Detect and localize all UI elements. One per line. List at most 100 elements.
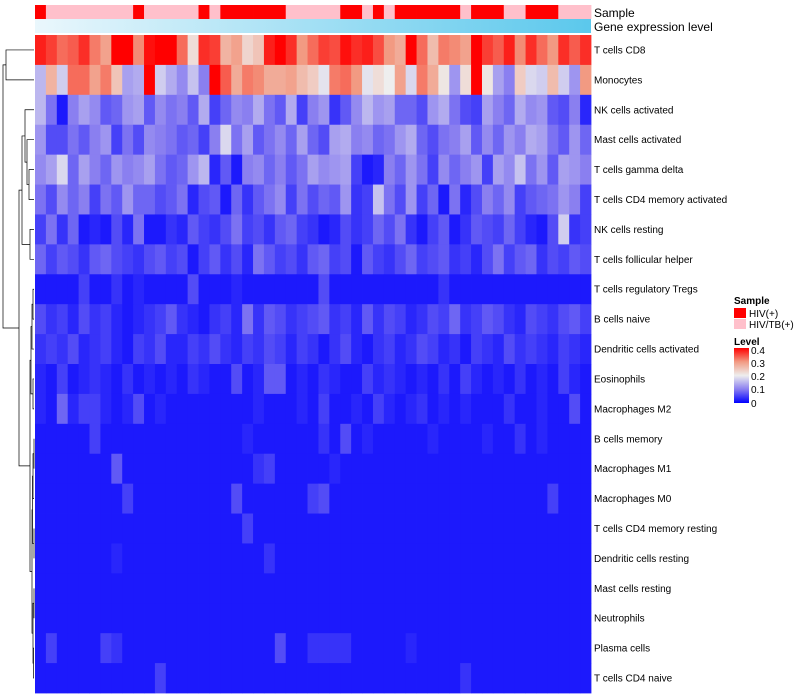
- heatmap-cell: [307, 543, 319, 574]
- heatmap-cell: [514, 244, 526, 275]
- heatmap-cell: [111, 94, 123, 126]
- heatmap-cell: [89, 663, 101, 694]
- row-label: T cells regulatory Tregs: [594, 285, 698, 296]
- row-label: T cells follicular helper: [594, 255, 693, 266]
- heatmap-cell: [296, 543, 308, 574]
- heatmap-cell: [492, 94, 505, 126]
- heatmap-cell: [471, 274, 483, 305]
- heatmap-cell: [263, 214, 276, 245]
- heatmap-cell: [45, 393, 58, 425]
- heatmap-cell: [514, 543, 526, 574]
- heatmap-cell: [133, 573, 145, 604]
- heatmap-cell: [536, 633, 548, 664]
- heatmap-cell: [89, 214, 101, 245]
- heatmap-cell: [481, 304, 494, 335]
- heatmap-cell: [274, 513, 287, 544]
- heatmap-cell: [503, 483, 516, 514]
- heatmap-cell: [405, 423, 417, 455]
- sample-annotation-cell: [154, 5, 167, 19]
- heatmap-cell: [318, 573, 330, 604]
- heatmap-cell: [492, 393, 505, 425]
- heatmap-cell: [536, 154, 548, 185]
- heatmap-cell: [569, 663, 581, 694]
- heatmap-cell: [416, 214, 428, 245]
- heatmap-cell: [492, 663, 505, 694]
- heatmap-cell: [133, 244, 145, 275]
- heatmap-cell: [449, 64, 461, 96]
- heatmap-cell: [187, 543, 199, 574]
- heatmap-cell: [100, 64, 112, 96]
- heatmap-cell: [165, 543, 178, 574]
- gene-expression-annotation-label: Gene expression level: [594, 20, 713, 34]
- heatmap-cell: [580, 35, 592, 66]
- sample-annotation-cell: [144, 5, 156, 19]
- heatmap-cell: [263, 423, 276, 455]
- heatmap-cell: [56, 244, 69, 275]
- heatmap-cell: [209, 543, 221, 574]
- heatmap-cell: [362, 124, 374, 156]
- heatmap-cell: [285, 35, 298, 66]
- legend-label-hiv-tb: HIV/TB(+): [749, 320, 794, 331]
- dendrogram-branch: [5, 49, 34, 81]
- heatmap-cell: [340, 214, 352, 245]
- heatmap-cell: [547, 453, 559, 485]
- heatmap-cell: [503, 334, 516, 365]
- heatmap-cell: [285, 334, 298, 365]
- heatmap-cell: [569, 453, 581, 485]
- heatmap-cell: [405, 453, 417, 485]
- heatmap-cell: [503, 124, 516, 156]
- heatmap-cell: [100, 184, 112, 215]
- heatmap-cell: [242, 214, 254, 245]
- heatmap-cell: [285, 244, 298, 275]
- heatmap-cell: [209, 663, 221, 694]
- heatmap-cell: [231, 633, 243, 664]
- heatmap-cell: [372, 513, 385, 544]
- heatmap-cell: [329, 124, 341, 156]
- heatmap-cell: [165, 274, 178, 305]
- heatmap-cell: [318, 423, 330, 455]
- heatmap-cell: [405, 184, 417, 215]
- heatmap-cell: [285, 274, 298, 305]
- row-label: T cells CD8: [594, 45, 646, 56]
- heatmap-cell: [274, 64, 287, 96]
- heatmap-cell: [351, 483, 363, 514]
- heatmap-cell: [89, 334, 101, 365]
- heatmap-cell: [394, 663, 407, 694]
- dendrogram-branch: [24, 109, 34, 163]
- heatmap-cell: [285, 154, 298, 185]
- heatmap-cell: [231, 543, 243, 574]
- heatmap-cell: [263, 124, 276, 156]
- heatmap-cell: [35, 513, 47, 544]
- gene-expression-annotation-bar: [35, 19, 591, 33]
- heatmap-cell: [405, 573, 417, 604]
- heatmap-cell: [165, 573, 178, 604]
- heatmap-cell: [394, 94, 407, 126]
- dendrogram-branch: [2, 64, 19, 329]
- heatmap-cell: [100, 35, 112, 66]
- heatmap-cell: [144, 154, 156, 185]
- heatmap-cell: [154, 35, 167, 66]
- heatmap-cell: [525, 64, 537, 96]
- heatmap-cell: [383, 453, 396, 485]
- heatmap-cell: [78, 393, 90, 425]
- heatmap-cell: [78, 633, 90, 664]
- sample-annotation-cell: [307, 5, 319, 19]
- heatmap-cell: [547, 214, 559, 245]
- row-label: Dendritic cells resting: [594, 554, 689, 565]
- heatmap-cell: [242, 663, 254, 694]
- heatmap-cell: [307, 663, 319, 694]
- heatmap-cell: [100, 94, 112, 126]
- heatmap-cell: [580, 573, 592, 604]
- heatmap-cell: [111, 64, 123, 96]
- heatmap-cell: [394, 393, 407, 425]
- heatmap-cell: [449, 304, 461, 335]
- heatmap-cell: [187, 35, 199, 66]
- heatmap-cell: [427, 513, 439, 544]
- heatmap-cell: [340, 154, 352, 185]
- heatmap-cell: [56, 154, 69, 185]
- heatmap-cell: [394, 423, 407, 455]
- sample-annotation-cell: [525, 5, 537, 19]
- heatmap-cell: [514, 663, 526, 694]
- heatmap-cell: [460, 244, 472, 275]
- heatmap-cell: [405, 304, 417, 335]
